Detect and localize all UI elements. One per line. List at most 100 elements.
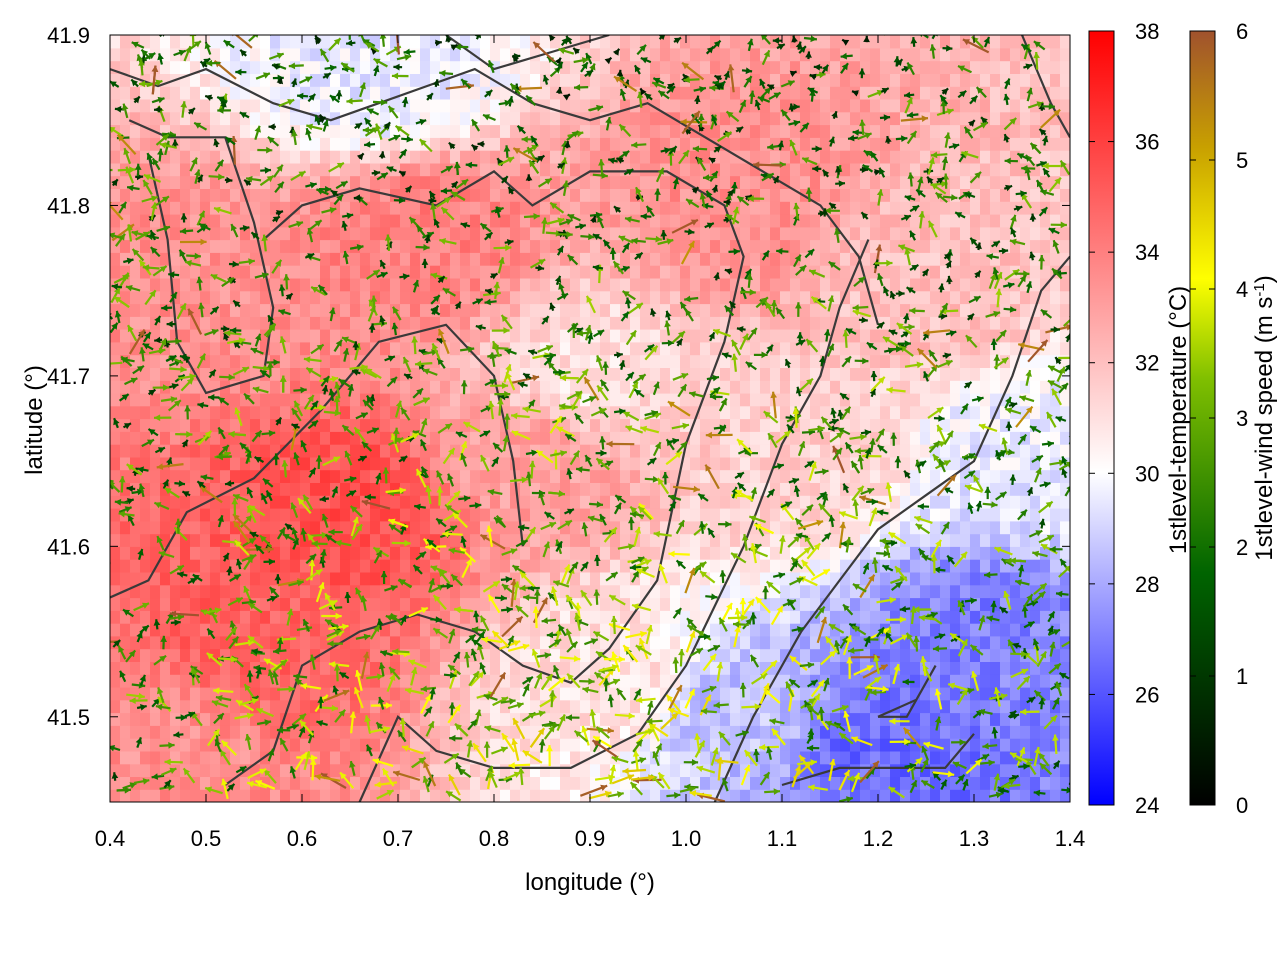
heatmap-cell [180,444,191,458]
heatmap-cell [370,686,381,701]
heatmap-cell [250,597,261,611]
heatmap-cell [270,73,281,87]
heatmap-cell [340,201,351,215]
heatmap-cell [910,73,921,87]
heatmap-cell [670,597,681,611]
heatmap-cell [650,610,661,624]
heatmap-cell [130,674,141,688]
heatmap-cell [880,60,891,74]
heatmap-cell [670,188,681,202]
heatmap-cell [270,341,281,356]
heatmap-cell [350,623,361,637]
heatmap-cell [710,277,721,292]
heatmap-cell [300,482,311,496]
heatmap-cell [700,456,711,471]
heatmap-cell [550,73,561,87]
heatmap-cell [820,73,831,87]
heatmap-cell [610,162,621,177]
heatmap-cell [490,214,501,228]
heatmap-cell [460,226,471,241]
heatmap-cell [220,86,231,100]
heatmap-cell [900,137,911,151]
heatmap-cell [780,648,791,662]
heatmap-cell [430,405,441,420]
heatmap-cell [920,188,931,202]
heatmap-cell [750,469,761,483]
heatmap-cell [590,674,601,688]
heatmap-cell [280,354,291,368]
heatmap-cell [400,584,411,599]
heatmap-cell [150,47,161,62]
heatmap-cell [850,137,861,151]
heatmap-cell [520,175,531,189]
heatmap-cell [210,252,221,266]
heatmap-cell [450,303,461,317]
heatmap-cell [560,559,571,573]
heatmap-cell [510,456,521,471]
heatmap-cell [210,60,221,74]
heatmap-cell [400,124,411,138]
heatmap-cell [260,482,271,496]
heatmap-cell [180,111,191,126]
heatmap-cell [400,201,411,215]
heatmap-cell [320,661,331,675]
heatmap-cell [180,124,191,138]
heatmap-cell [360,469,371,483]
heatmap-cell [440,712,451,726]
heatmap-cell [700,252,711,266]
heatmap-cell [410,252,421,266]
heatmap-cell [340,150,351,164]
heatmap-cell [320,73,331,87]
heatmap-cell [900,214,911,228]
heatmap-cell [560,495,571,509]
heatmap-cell [260,60,271,74]
heatmap-cell [690,35,701,49]
heatmap-cell [820,47,831,62]
heatmap-cell [790,239,801,253]
heatmap-cell [820,571,831,586]
heatmap-cell [130,686,141,701]
heatmap-cell [580,98,591,113]
heatmap-cell [510,380,521,394]
heatmap-cell [190,533,201,547]
heatmap-cell [400,214,411,228]
heatmap-cell [840,469,851,483]
heatmap-cell [780,392,791,407]
heatmap-cell [250,763,261,777]
heatmap-cell [590,456,601,471]
heatmap-cell [740,674,751,688]
heatmap-cell [630,584,641,599]
heatmap-cell [260,635,271,650]
heatmap-cell [920,469,931,483]
heatmap-cell [440,508,451,522]
heatmap-cell [110,329,121,343]
heatmap-cell [590,431,601,445]
heatmap-cell [200,188,211,202]
heatmap-cell [200,86,211,100]
heatmap-cell [210,341,221,356]
heatmap-cell [440,686,451,701]
heatmap-cell [660,725,671,739]
heatmap-cell [780,610,791,624]
heatmap-cell [170,776,181,790]
heatmap-cell [180,495,191,509]
heatmap-cell [640,520,651,535]
heatmap-cell [500,214,511,228]
heatmap-cell [470,533,481,547]
heatmap-cell [590,610,601,624]
heatmap-cell [220,60,231,74]
heatmap-cell [470,329,481,343]
heatmap-cell [510,124,521,138]
heatmap-cell [340,239,351,253]
heatmap-cell [510,750,521,765]
heatmap-cell [770,150,781,164]
heatmap-cell [290,380,301,394]
heatmap-cell [770,584,781,599]
heatmap-cell [310,520,321,535]
heatmap-cell [910,188,921,202]
heatmap-cell [860,73,871,87]
heatmap-cell [570,239,581,253]
heatmap-cell [230,303,241,317]
heatmap-cell [400,60,411,74]
heatmap-cell [530,533,541,547]
